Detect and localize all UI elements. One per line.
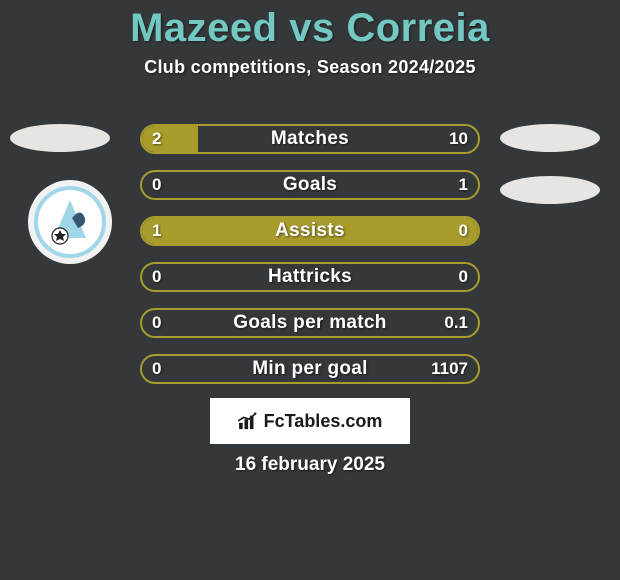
stat-label: Goals per match [142,312,478,334]
stat-fill [142,218,478,244]
club-badge [28,180,112,264]
stat-label: Min per goal [142,358,478,380]
stats-panel: 2Matches100Goals11Assists00Hattricks00Go… [140,124,480,400]
club-crest-icon [34,186,106,258]
stat-value-left: 0 [152,359,161,379]
stat-value-right: 0 [459,267,468,287]
title-player2: Correia [346,6,490,50]
title-vs: vs [289,6,335,50]
subtitle: Club competitions, Season 2024/2025 [0,57,620,78]
branding-inner: FcTables.com [238,411,383,432]
stat-value-right: 10 [449,129,468,149]
stat-row: 0Min per goal1107 [140,354,480,384]
stat-value-right: 0.1 [444,313,468,333]
player2-photo-placeholder-b [500,176,600,204]
stat-row: 1Assists0 [140,216,480,246]
branding-text: FcTables.com [264,411,383,432]
title-player1: Mazeed [130,6,278,50]
chart-icon [238,412,260,430]
stat-value-left: 0 [152,313,161,333]
stat-row: 0Hattricks0 [140,262,480,292]
stat-row: 2Matches10 [140,124,480,154]
page-title: Mazeed vs Correia [0,0,620,51]
stat-label: Goals [142,174,478,196]
player1-photo-placeholder [10,124,110,152]
stat-row: 0Goals per match0.1 [140,308,480,338]
stat-value-right: 1 [459,175,468,195]
infographic-container: Mazeed vs Correia Club competitions, Sea… [0,0,620,580]
stat-label: Hattricks [142,266,478,288]
stat-row: 0Goals1 [140,170,480,200]
stat-fill [142,126,198,152]
branding-badge: FcTables.com [210,398,410,444]
stat-value-left: 0 [152,175,161,195]
date-text: 16 february 2025 [0,454,620,476]
stat-value-right: 1107 [431,359,468,379]
stat-value-left: 0 [152,267,161,287]
player2-photo-placeholder-a [500,124,600,152]
